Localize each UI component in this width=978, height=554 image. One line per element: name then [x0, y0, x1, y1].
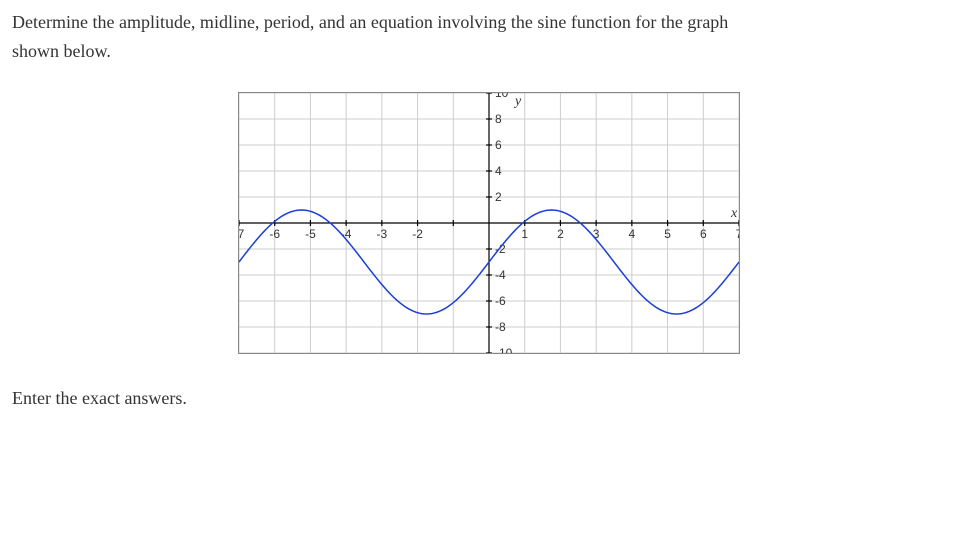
svg-text:-4: -4 [495, 268, 506, 282]
svg-text:-6: -6 [269, 227, 280, 241]
svg-text:4: 4 [495, 164, 502, 178]
svg-text:10: 10 [495, 93, 509, 100]
chart-container: -7-6-5-4-3-21234567108642-2-4-6-8-10yx [12, 92, 966, 354]
problem-footer: Enter the exact answers. [12, 384, 966, 413]
svg-text:5: 5 [664, 227, 671, 241]
svg-text:y: y [513, 94, 522, 109]
problem-statement: Determine the amplitude, midline, period… [12, 8, 966, 66]
footer-text: Enter the exact answers. [12, 388, 187, 408]
svg-text:-6: -6 [495, 294, 506, 308]
svg-text:-2: -2 [495, 242, 506, 256]
sine-chart: -7-6-5-4-3-21234567108642-2-4-6-8-10yx [238, 92, 740, 354]
svg-text:-2: -2 [412, 227, 423, 241]
svg-text:8: 8 [495, 112, 502, 126]
svg-text:2: 2 [495, 190, 502, 204]
svg-text:-5: -5 [305, 227, 316, 241]
svg-text:2: 2 [557, 227, 564, 241]
svg-text:-8: -8 [495, 320, 506, 334]
svg-text:x: x [730, 206, 738, 221]
svg-text:4: 4 [629, 227, 636, 241]
svg-text:-7: -7 [239, 227, 245, 241]
svg-text:-10: -10 [495, 346, 513, 353]
svg-text:6: 6 [700, 227, 707, 241]
svg-text:-3: -3 [377, 227, 388, 241]
svg-text:7: 7 [736, 227, 739, 241]
svg-text:6: 6 [495, 138, 502, 152]
problem-line-1: Determine the amplitude, midline, period… [12, 12, 728, 32]
problem-line-2: shown below. [12, 41, 111, 61]
svg-text:1: 1 [521, 227, 528, 241]
